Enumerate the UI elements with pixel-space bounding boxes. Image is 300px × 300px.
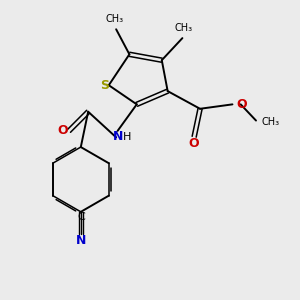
Text: O: O — [57, 124, 68, 137]
Text: N: N — [112, 130, 123, 143]
Text: O: O — [236, 98, 247, 111]
Text: CH₃: CH₃ — [175, 23, 193, 33]
Text: O: O — [189, 137, 200, 150]
Text: N: N — [76, 234, 86, 247]
Text: C: C — [77, 212, 85, 222]
Text: CH₃: CH₃ — [262, 117, 280, 127]
Text: S: S — [100, 79, 109, 92]
Text: CH₃: CH₃ — [106, 14, 124, 24]
Text: H: H — [123, 132, 131, 142]
